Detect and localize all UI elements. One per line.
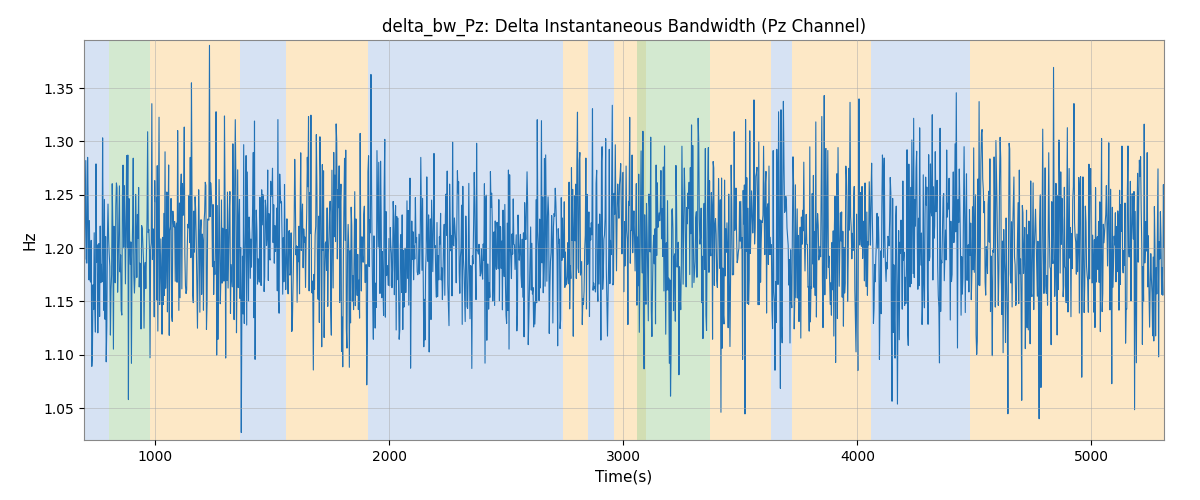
Bar <box>614 40 646 440</box>
Bar <box>637 40 710 440</box>
Bar <box>710 40 770 440</box>
Bar <box>150 40 240 440</box>
Title: delta_bw_Pz: Delta Instantaneous Bandwidth (Pz Channel): delta_bw_Pz: Delta Instantaneous Bandwid… <box>382 18 866 36</box>
Bar <box>240 40 287 440</box>
Bar <box>368 40 563 440</box>
Bar <box>970 40 1164 440</box>
Bar <box>84 40 108 440</box>
Bar <box>108 40 150 440</box>
Bar <box>770 40 792 440</box>
Bar <box>563 40 588 440</box>
Bar <box>792 40 871 440</box>
X-axis label: Time(s): Time(s) <box>595 470 653 484</box>
Y-axis label: Hz: Hz <box>23 230 38 250</box>
Bar <box>588 40 614 440</box>
Bar <box>287 40 368 440</box>
Bar <box>871 40 970 440</box>
